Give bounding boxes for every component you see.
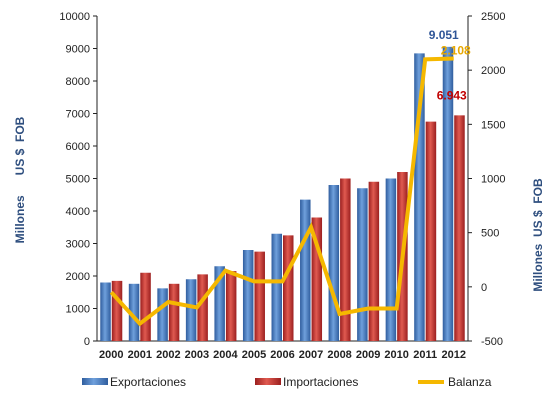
legend-label-importaciones: Importaciones [283, 375, 358, 389]
y-right-tick-label: -500 [481, 336, 503, 348]
y-right-tick-label: 2500 [481, 11, 505, 23]
bar-importaciones [283, 235, 294, 341]
legend-swatch-exportaciones [82, 378, 108, 385]
x-tick-label: 2002 [156, 349, 180, 361]
y-left-tick-label: 5000 [66, 174, 90, 186]
y-left-tick-label: 0 [84, 336, 90, 348]
y-right-tick-label: 0 [481, 282, 487, 294]
y-left-tick-label: 8000 [66, 76, 90, 88]
x-tick-label: 2012 [441, 349, 465, 361]
y-axis-left-title-group: Millones US $ FOB [13, 116, 27, 243]
plot-area: 0100020003000400050006000700080009000100… [59, 11, 505, 361]
bar-exportaciones [157, 288, 168, 341]
bar-importaciones [225, 271, 237, 341]
x-tick-label: 2010 [384, 349, 408, 361]
y-right-tick-label: 500 [481, 228, 499, 240]
annotation-exportaciones: 9.051 [429, 28, 459, 42]
bar-exportaciones [357, 188, 368, 341]
bar-importaciones [425, 121, 437, 341]
bar-exportaciones [185, 279, 197, 341]
bar-importaciones [168, 283, 180, 341]
bar-exportaciones [414, 53, 425, 341]
x-tick-label: 2004 [213, 349, 238, 361]
x-tick-label: 2003 [185, 349, 209, 361]
bar-importaciones [311, 217, 323, 341]
y-left-tick-label: 7000 [66, 109, 90, 121]
y-left-tick-label: 9000 [66, 44, 90, 56]
y-right-tick-label: 1000 [481, 174, 505, 186]
bar-exportaciones [242, 250, 254, 341]
annotation-importaciones: 6.943 [437, 88, 467, 102]
bar-importaciones [140, 272, 151, 341]
x-tick-label: 2000 [99, 349, 123, 361]
x-tick-label: 2008 [327, 349, 351, 361]
bar-importaciones [111, 280, 123, 341]
x-tick-label: 2011 [413, 349, 437, 361]
legend: Exportaciones Importaciones Balanza [82, 375, 492, 389]
y-left-tick-label: 4000 [66, 206, 90, 218]
y-axis-right-title: Millones US $ FOB [531, 178, 545, 292]
legend-swatch-importaciones [255, 378, 281, 385]
bar-exportaciones [100, 282, 111, 341]
bar-exportaciones [271, 233, 282, 341]
bar-exportaciones [214, 266, 225, 341]
x-tick-label: 2006 [270, 349, 294, 361]
bar-exportaciones [328, 185, 340, 341]
bar-importaciones [454, 115, 465, 341]
line-balanza [109, 56, 454, 327]
y-right-tick-label: 1500 [481, 119, 505, 131]
bar-importaciones [368, 181, 380, 341]
y-left-tick-label: 6000 [66, 141, 90, 153]
bar-exportaciones [300, 199, 311, 341]
bar-exportaciones [128, 283, 140, 341]
legend-label-balanza: Balanza [448, 375, 492, 389]
bar-exportaciones [385, 178, 397, 341]
y-left-tick-label: 10000 [59, 11, 90, 23]
y-left-tick-label: 1000 [66, 304, 90, 316]
legend-label-exportaciones: Exportaciones [110, 375, 186, 389]
bar-importaciones [340, 178, 351, 341]
x-tick-label: 2007 [299, 349, 323, 361]
y-axis-left-title: Millones US $ FOB [13, 116, 27, 243]
bar-exportaciones [442, 46, 454, 341]
x-tick-label: 2001 [128, 349, 152, 361]
bar-importaciones [254, 251, 265, 341]
y-left-tick-label: 3000 [66, 239, 90, 251]
bar-importaciones [197, 274, 208, 341]
y-right-tick-label: 2000 [481, 65, 505, 77]
x-tick-label: 2005 [242, 349, 266, 361]
y-left-tick-label: 2000 [66, 271, 90, 283]
y-axis-right-title-group: Millones US $ FOB [531, 178, 545, 292]
x-tick-label: 2009 [356, 349, 380, 361]
annotation-balanza: 2.108 [441, 43, 471, 57]
